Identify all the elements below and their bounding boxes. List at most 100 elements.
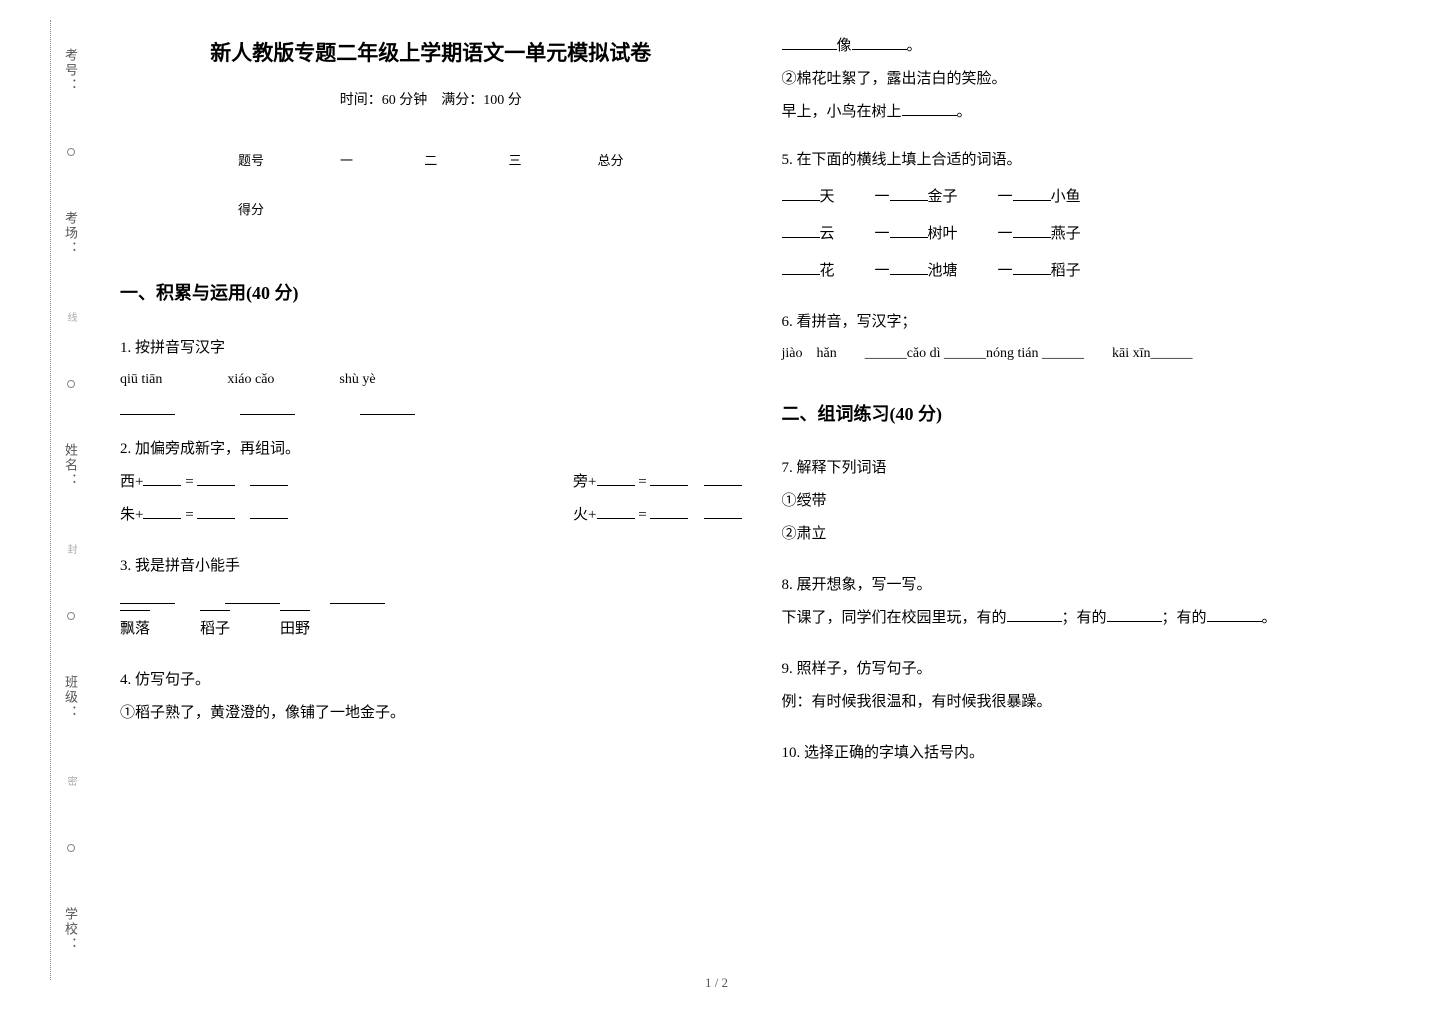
q2-prefix-3: 火+: [573, 507, 596, 523]
blank: [902, 101, 957, 116]
q2-label: 2. 加偏旁成新字，再组词。: [120, 433, 742, 466]
table-row: 题号 一 二 三 总分: [198, 137, 664, 186]
q5-c1-1: 云: [820, 226, 835, 242]
q2-prefix-2: 朱+: [120, 507, 143, 523]
page-number: 1 / 2: [705, 975, 728, 991]
question-5: 5. 在下面的横线上填上合适的词语。 天 一金子 一小鱼 云 一树叶 一燕子 花…: [782, 144, 1404, 288]
question-10: 10. 选择正确的字填入括号内。: [782, 737, 1404, 770]
blank: [197, 504, 235, 519]
q4-line1a: ①稻子熟了，黄澄澄的，像铺了一地金子。: [120, 697, 742, 730]
q5-prefix: 一: [875, 263, 890, 279]
blank: [225, 589, 280, 604]
binding-label-room: 考场：: [61, 211, 80, 256]
binding-label-id: 考号：: [61, 48, 80, 93]
blank: [330, 589, 385, 604]
question-4: 4. 仿写句子。 ①稻子熟了，黄澄澄的，像铺了一地金子。: [120, 664, 742, 730]
binding-marker-mi: 密: [63, 776, 78, 789]
question-6: 6. 看拼音，写汉字； jiào hǎn ______cǎo dì ______…: [782, 306, 1404, 370]
td-label: 得分: [198, 186, 305, 235]
q5-c1-2: 花: [820, 263, 835, 279]
binding-label-class: 班级：: [61, 675, 80, 720]
q5-row-0: 天 一金子 一小鱼: [782, 181, 1404, 214]
q5-label: 5. 在下面的横线上填上合适的词语。: [782, 144, 1404, 177]
q1-pinyin-row: qiū tiān xiáo cǎo shù yè: [120, 365, 742, 396]
score-table: 题号 一 二 三 总分 得分: [198, 137, 664, 234]
binding-marker-xian: 线: [63, 312, 78, 325]
column-right: 像。 ②棉花吐絮了，露出洁白的笑脸。 早上，小鸟在树上。 5. 在下面的横线上填…: [782, 30, 1404, 788]
q8-d: 。: [1262, 610, 1277, 626]
th-3: 三: [473, 137, 557, 186]
q2-item-1: 旁+ =: [573, 466, 741, 499]
blank: [782, 260, 820, 275]
td-blank: [473, 186, 557, 235]
question-1: 1. 按拼音写汉字 qiū tiān xiáo cǎo shù yè: [120, 332, 742, 415]
q5-row-1: 云 一树叶 一燕子: [782, 218, 1404, 251]
blank: [852, 35, 907, 50]
question-2: 2. 加偏旁成新字，再组词。 西+ = 旁+ = 朱+ = 火+ =: [120, 433, 742, 532]
table-row: 得分: [198, 186, 664, 235]
q6-line: jiào hǎn ______cǎo dì ______nóng tián __…: [782, 339, 1404, 370]
q3-label: 3. 我是拼音小能手: [120, 550, 742, 583]
q8-label: 8. 展开想象，写一写。: [782, 569, 1404, 602]
blank: [890, 260, 928, 275]
th-total: 总分: [557, 137, 664, 186]
q8-c: ；有的: [1162, 610, 1207, 626]
blank: [597, 504, 635, 519]
q8-text: 下课了，同学们在校园里玩，有的；有的；有的。: [782, 602, 1404, 635]
question-9: 9. 照样子，仿写句子。 例：有时候我很温和，有时候我很暴躁。: [782, 653, 1404, 719]
blank: [143, 504, 181, 519]
blank: [1107, 607, 1162, 622]
binding-label-name: 姓名：: [61, 443, 80, 488]
q4-line2b: 早上，小鸟在树上。: [782, 96, 1404, 129]
q8-b: ；有的: [1062, 610, 1107, 626]
binding-strip: 学校： 密 班级： 封 姓名： 线 考场： 考号：: [50, 20, 90, 980]
q1-pinyin-2: shù yè: [339, 365, 375, 396]
blank: [250, 504, 288, 519]
question-7: 7. 解释下列词语 ①绶带 ②肃立: [782, 452, 1404, 551]
column-left: 新人教版专题二年级上学期语文一单元模拟试卷 时间：60 分钟 满分：100 分 …: [120, 30, 742, 788]
blank: [1013, 260, 1051, 275]
blank: [704, 471, 742, 486]
q7-label: 7. 解释下列词语: [782, 452, 1404, 485]
th-2: 二: [389, 137, 473, 186]
td-blank: [304, 186, 388, 235]
blank: [120, 589, 175, 604]
binding-circle: [67, 844, 75, 852]
q10-label: 10. 选择正确的字填入括号内。: [782, 737, 1404, 770]
exam-subtitle: 时间：60 分钟 满分：100 分: [120, 86, 742, 117]
section-1-header: 一、积累与运用(40 分): [120, 274, 742, 314]
q5-c1-0: 天: [820, 189, 835, 205]
q5-c2-1: 树叶: [928, 226, 958, 242]
q6-label: 6. 看拼音，写汉字；: [782, 306, 1404, 339]
blank: [1013, 186, 1051, 201]
q3-word-1: 稻子: [200, 610, 230, 646]
blank: [650, 471, 688, 486]
q2-item-3: 火+ =: [573, 499, 741, 532]
q3-word-0: 飘落: [120, 610, 150, 646]
blank: [890, 186, 928, 201]
q4-2b-end: 。: [957, 104, 972, 120]
blank: [782, 35, 837, 50]
q7-item-1: ②肃立: [782, 518, 1404, 551]
q5-c3-2: 稻子: [1051, 263, 1081, 279]
blank: [240, 400, 295, 415]
blank: [650, 504, 688, 519]
blank: [120, 400, 175, 415]
q5-c2-0: 金子: [928, 189, 958, 205]
binding-label-school: 学校：: [61, 907, 80, 952]
td-blank: [557, 186, 664, 235]
q2-item-2: 朱+ =: [120, 499, 288, 532]
blank: [1007, 607, 1062, 622]
q4-line1b: 像。: [782, 30, 1404, 63]
blank: [250, 471, 288, 486]
blank: [782, 186, 820, 201]
q4-line2a: ②棉花吐絮了，露出洁白的笑脸。: [782, 63, 1404, 96]
blank: [704, 504, 742, 519]
blank: [782, 223, 820, 238]
blank: [197, 471, 235, 486]
page-content: 新人教版专题二年级上学期语文一单元模拟试卷 时间：60 分钟 满分：100 分 …: [120, 30, 1403, 788]
blank: [1207, 607, 1262, 622]
q1-pinyin-1: xiáo cǎo: [227, 365, 274, 396]
binding-circle: [67, 148, 75, 156]
th-label: 题号: [198, 137, 305, 186]
